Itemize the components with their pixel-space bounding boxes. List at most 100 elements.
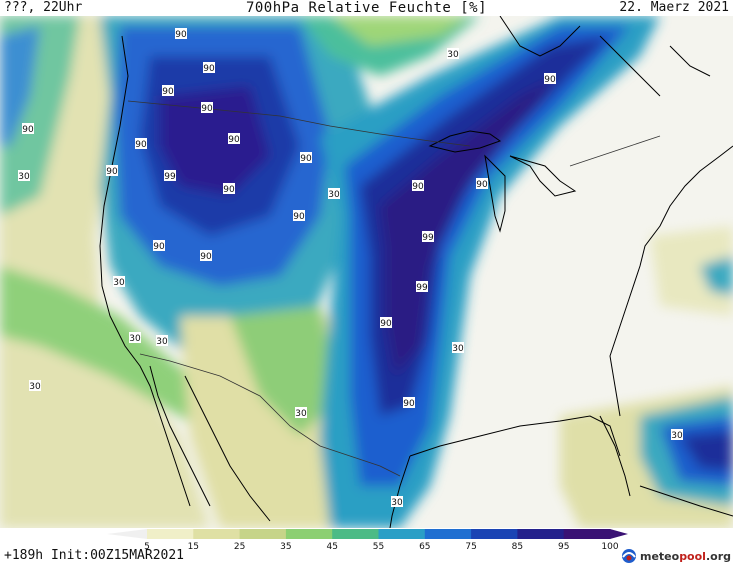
svg-text:90: 90: [106, 167, 118, 177]
svg-text:90: 90: [200, 252, 212, 262]
baja-peninsula: [149, 365, 211, 507]
svg-text:90: 90: [203, 64, 215, 74]
contour-label: 90: [175, 28, 187, 40]
color-scale-tick-label: 85: [512, 542, 523, 550]
color-scale-tick-label: 100: [601, 542, 618, 550]
quebec-border: [569, 135, 661, 167]
contour-label: 90: [223, 183, 235, 195]
humidity-map: 90 90 90 90 90 90 90 90 90 90 90 90 90 90 90 90 90 90 30 30…: [0, 16, 733, 528]
contour-label: 90: [200, 250, 212, 262]
color-scale-legend: 5 15 25 35 45 55 65 75 85 95 100: [107, 529, 628, 550]
svg-text:99: 99: [416, 283, 428, 293]
color-scale-ticks: 5 15 25 35 45 55 65 75 85 95 100: [144, 542, 619, 550]
contour-label: 90: [153, 240, 165, 252]
color-scale-box: [471, 529, 518, 539]
contour-label: 90: [228, 133, 240, 145]
humidity-band-gulf-navy: [680, 431, 733, 471]
color-scale-boxes: [147, 529, 611, 539]
svg-text:30: 30: [18, 172, 30, 182]
humidity-band-pacific-blue: [0, 26, 40, 146]
svg-text:90: 90: [22, 125, 34, 135]
svg-text:90: 90: [135, 140, 147, 150]
contour-label: 90: [412, 180, 424, 192]
color-scale-tick-label: 25: [234, 542, 245, 550]
contour-label: 90: [203, 62, 215, 74]
color-scale-tick-label: 75: [465, 542, 476, 550]
west-coastline: [99, 35, 191, 507]
contour-label: 99: [416, 281, 428, 293]
header-time-label: ???, 22Uhr: [4, 0, 83, 15]
contour-label: 30: [671, 429, 683, 441]
contour-label: 30: [129, 332, 141, 344]
color-scale-box: [193, 529, 241, 539]
brand-suffix: .org: [705, 549, 731, 563]
svg-text:30: 30: [671, 431, 683, 441]
color-scale-box: [239, 529, 287, 539]
contour-labels: 90 90 90 90 90 90 90 90 90 90 90 90 90 90 90 90 90 90 30 30…: [18, 28, 683, 508]
color-scale-box: [332, 529, 379, 539]
brand-link[interactable]: meteopool.org: [621, 546, 731, 566]
caribbean-cuba: [639, 485, 733, 517]
svg-text:90: 90: [153, 242, 165, 252]
color-scale-box: [563, 529, 611, 539]
header-date-label: 22. Maerz 2021: [619, 0, 729, 15]
humidity-band-plains-green: [230, 306, 340, 436]
svg-text:90: 90: [380, 319, 392, 329]
map-footer: 5 15 25 35 45 55 65 75 85 95 100 +189h Init:00Z15M…: [0, 528, 733, 566]
color-scale-box: [378, 529, 426, 539]
svg-text:30: 30: [447, 50, 459, 60]
svg-text:30: 30: [29, 382, 41, 392]
color-scale-tick-label: 45: [326, 542, 337, 550]
svg-text:30: 30: [295, 409, 307, 419]
color-scale-tick-label: 55: [373, 542, 384, 550]
svg-text:30: 30: [391, 498, 403, 508]
color-scale-tick-label: 65: [419, 542, 430, 550]
contour-label: 90: [380, 317, 392, 329]
contour-label: 90: [544, 73, 556, 85]
contour-label: 30: [295, 407, 307, 419]
color-scale-box: [424, 529, 472, 539]
color-scale-tick-label: 15: [188, 542, 199, 550]
contour-label: 90: [293, 210, 305, 222]
contour-label: 30: [447, 48, 459, 60]
borders: [127, 100, 661, 477]
contour-label: 99: [422, 231, 434, 243]
canada-islands: [599, 35, 711, 97]
svg-text:90: 90: [228, 135, 240, 145]
color-scale-tick-label: 5: [144, 542, 150, 550]
svg-text:30: 30: [156, 337, 168, 347]
contour-label: 90: [106, 165, 118, 177]
hudson-bay-coast: [499, 16, 581, 57]
svg-text:30: 30: [452, 344, 464, 354]
contour-label: 90: [162, 85, 174, 97]
svg-text:90: 90: [162, 87, 174, 97]
color-scale-right-arrow: [610, 529, 628, 539]
svg-text:90: 90: [201, 104, 213, 114]
svg-text:90: 90: [300, 154, 312, 164]
svg-text:99: 99: [422, 233, 434, 243]
contour-label: 90: [201, 102, 213, 114]
svg-text:30: 30: [129, 334, 141, 344]
contour-label: 90: [22, 123, 34, 135]
contour-label: 30: [391, 496, 403, 508]
great-lakes-huron-erie: [509, 155, 577, 197]
brand-accent: pool: [679, 549, 706, 563]
svg-text:90: 90: [175, 30, 187, 40]
humidity-band-east-tan: [650, 226, 733, 316]
contour-label: 30: [156, 335, 168, 347]
svg-text:90: 90: [412, 182, 424, 192]
coastlines: [99, 16, 733, 528]
humidity-band-west-purple: [160, 86, 270, 196]
us-canada-border: [127, 100, 471, 147]
brand-logo-icon: [621, 549, 636, 563]
svg-text:90: 90: [293, 212, 305, 222]
contour-label: 90: [403, 397, 415, 409]
svg-text:30: 30: [328, 190, 340, 200]
east-coastline: [609, 145, 733, 417]
svg-text:30: 30: [113, 278, 125, 288]
svg-text:90: 90: [223, 185, 235, 195]
humidity-band-east-blue: [700, 256, 733, 296]
color-scale-box: [285, 529, 333, 539]
brand-main: meteo: [639, 549, 680, 563]
svg-text:90: 90: [544, 75, 556, 85]
